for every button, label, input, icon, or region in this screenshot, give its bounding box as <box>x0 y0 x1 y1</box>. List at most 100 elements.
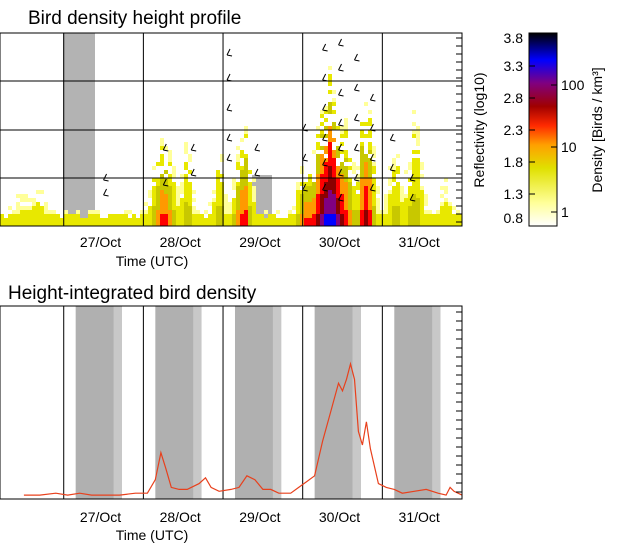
heatmap-cell <box>324 166 328 170</box>
wind-vector <box>162 143 169 152</box>
heatmap-cell <box>396 214 400 218</box>
heatmap-cell <box>340 178 344 182</box>
heatmap-cell <box>80 218 84 222</box>
heatmap-cell <box>88 210 92 214</box>
heatmap-cell <box>384 202 388 206</box>
heatmap-cell <box>364 102 368 106</box>
heatmap-cell <box>424 210 428 214</box>
heatmap-cell <box>448 202 452 206</box>
heatmap-cell <box>368 146 372 150</box>
heatmap-cell <box>332 150 336 154</box>
heatmap-cell <box>296 202 300 206</box>
heatmap-cell <box>52 214 56 218</box>
heatmap-cell <box>16 202 20 206</box>
heatmap-cell <box>56 214 60 218</box>
wind-vector <box>226 153 233 162</box>
heatmap-cell <box>444 210 448 214</box>
heatmap-cell <box>320 166 324 170</box>
heatmap-cell <box>408 186 412 190</box>
heatmap-cell <box>160 158 164 162</box>
heatmap-cell <box>420 210 424 214</box>
heatmap-cell <box>108 214 112 218</box>
heatmap-cell <box>320 198 324 202</box>
heatmap-cell <box>44 222 48 226</box>
heatmap-cell <box>352 162 356 166</box>
heatmap-cell <box>176 214 180 218</box>
heatmap-cell <box>156 218 160 222</box>
heatmap-cell <box>188 182 192 186</box>
heatmap-cell <box>228 222 232 226</box>
heatmap-cell <box>148 222 152 226</box>
heatmap-cell <box>332 210 336 214</box>
heatmap-cell <box>348 190 352 194</box>
heatmap-cell <box>328 202 332 206</box>
heatmap-cell <box>316 162 320 166</box>
heatmap-cell <box>176 218 180 222</box>
heatmap-cell <box>372 166 376 170</box>
heatmap-cell <box>412 202 416 206</box>
heatmap-cell <box>8 218 12 222</box>
heatmap-cell <box>144 202 148 206</box>
heatmap-cell <box>328 134 332 138</box>
heatmap-cell <box>320 162 324 166</box>
heatmap-cell <box>184 218 188 222</box>
heatmap-cell <box>360 174 364 178</box>
heatmap-cell <box>236 166 240 170</box>
heatmap-cell <box>212 222 216 226</box>
heatmap-cell <box>416 162 420 166</box>
heatmap-cell <box>460 214 462 218</box>
heatmap-cell <box>124 214 128 218</box>
heatmap-cell <box>148 194 152 198</box>
heatmap-cell <box>296 190 300 194</box>
heatmap-cell <box>220 154 224 158</box>
heatmap-cell <box>364 218 368 222</box>
heatmap-cell <box>344 198 348 202</box>
heatmap-cell <box>316 222 320 226</box>
heatmap-cell <box>48 210 52 214</box>
heatmap-cell <box>64 218 68 222</box>
heatmap-cell <box>168 182 172 186</box>
heatmap-cell <box>376 202 380 206</box>
heatmap-cell <box>128 210 132 214</box>
heatmap-cell <box>92 222 96 226</box>
heatmap-cell <box>456 222 460 226</box>
heatmap-cell <box>356 202 360 206</box>
heatmap-cell <box>164 190 168 194</box>
heatmap-cell <box>168 202 172 206</box>
wind-vector <box>190 168 197 177</box>
heatmap-cell <box>328 150 332 154</box>
heatmap-cell <box>12 222 16 226</box>
heatmap-cell <box>244 166 248 170</box>
heatmap-cell <box>224 206 228 210</box>
heatmap-cell <box>32 202 36 206</box>
heatmap-cell <box>20 222 24 226</box>
heatmap-cell <box>360 222 364 226</box>
heatmap-cell <box>152 214 156 218</box>
heatmap-cell <box>332 126 336 130</box>
heatmap-cell <box>412 222 416 226</box>
heatmap-cell <box>392 210 396 214</box>
heatmap-cell <box>76 214 80 218</box>
heatmap-cell <box>396 154 400 158</box>
heatmap-cell <box>440 218 444 222</box>
heatmap-cell <box>216 178 220 182</box>
heatmap-cell <box>328 222 332 226</box>
heatmap-cell <box>76 222 80 226</box>
heatmap-cell <box>148 218 152 222</box>
heatmap-cell <box>444 190 448 194</box>
heatmap-cell <box>372 182 376 186</box>
heatmap-cell <box>24 222 28 226</box>
heatmap-cell <box>44 214 48 218</box>
heatmap-cell <box>328 102 332 106</box>
heatmap-cell <box>408 190 412 194</box>
heatmap-cell <box>348 222 352 226</box>
heatmap-cell <box>160 198 164 202</box>
heatmap-cell <box>240 178 244 182</box>
heatmap-cell <box>180 214 184 218</box>
heatmap-cell <box>384 214 388 218</box>
heatmap-cell <box>376 198 380 202</box>
heatmap-cell <box>168 158 172 162</box>
heatmap-cell <box>236 158 240 162</box>
wind-vector <box>354 173 360 182</box>
heatmap-cell <box>376 210 380 214</box>
